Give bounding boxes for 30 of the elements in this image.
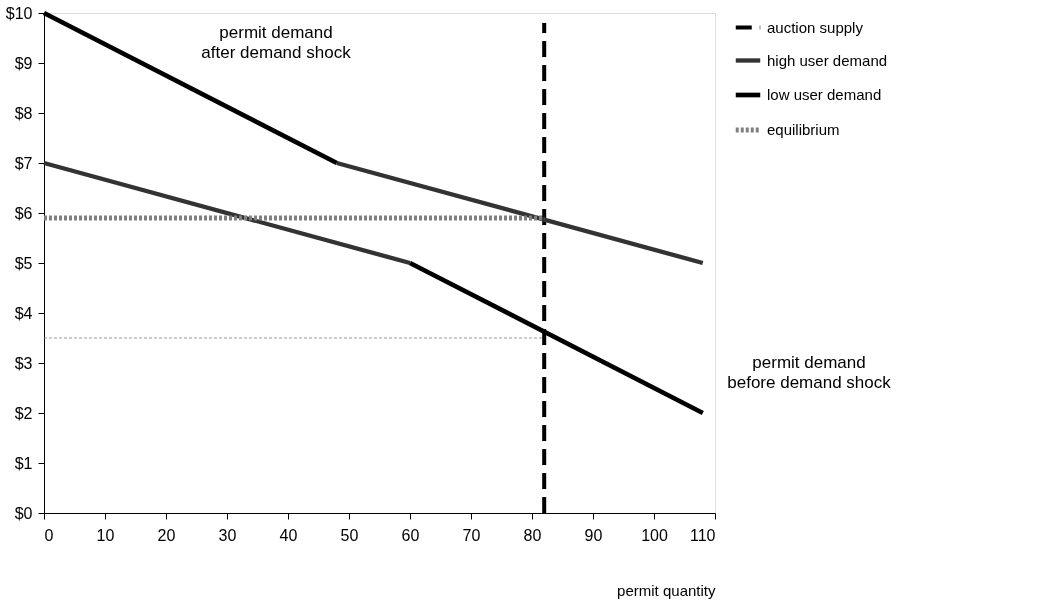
x-tick-label: 10 — [96, 526, 115, 544]
x-tick-label: 0 — [44, 526, 54, 544]
legend-label: equilibrium — [767, 121, 840, 138]
legend-label: low user demand — [767, 86, 882, 103]
x-tick-label: 60 — [401, 526, 420, 544]
y-tick-label: $0 — [14, 504, 33, 522]
x-tick-label: 30 — [218, 526, 237, 544]
x-tick-label: 70 — [462, 526, 481, 544]
y-tick-label: $10 — [5, 4, 33, 22]
x-axis-title: permit quantity — [617, 581, 716, 599]
x-tick-label: 40 — [279, 526, 298, 544]
y-tick-label: $7 — [14, 154, 33, 172]
y-tick-label: $6 — [14, 204, 33, 222]
annotation: permit demand after demand shock — [201, 23, 352, 62]
text: permit demand before demand shock — [727, 353, 892, 392]
x-tick-label: 50 — [340, 526, 359, 544]
x-tick-label: 100 — [641, 526, 668, 544]
y-tick-label: $3 — [14, 354, 33, 372]
y-tick-label: $9 — [14, 54, 33, 72]
legend-label: auction supply — [767, 18, 864, 36]
x-tick-label: 90 — [584, 526, 603, 544]
x-tick-label: 20 — [157, 526, 176, 544]
y-tick-label: $1 — [14, 454, 33, 472]
x-tick-label: 80 — [523, 526, 542, 544]
y-tick-label: $5 — [14, 254, 33, 272]
x-tick-label: 110 — [689, 526, 716, 544]
y-tick-label: $4 — [14, 304, 33, 322]
legend-label: high user demand — [767, 51, 888, 69]
y-tick-label: $2 — [14, 404, 33, 422]
y-tick-label: $8 — [14, 104, 33, 122]
